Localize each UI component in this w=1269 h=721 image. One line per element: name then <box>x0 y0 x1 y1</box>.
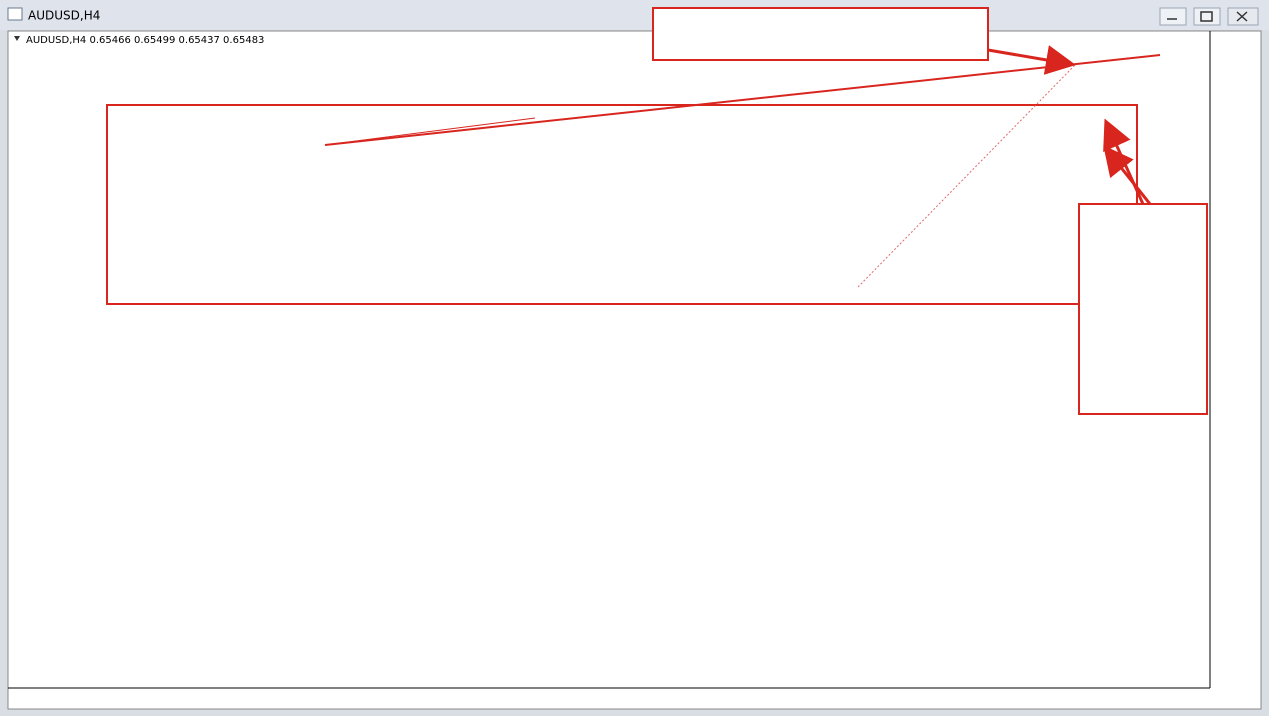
trend-line <box>324 117 536 146</box>
arrow <box>987 45 1076 75</box>
arrow <box>1103 145 1152 205</box>
chart-area <box>7 30 1262 710</box>
title-bar <box>0 0 1269 30</box>
window-buttons[interactable] <box>1159 7 1259 26</box>
window-icon <box>7 7 23 21</box>
trend-line <box>324 54 1161 146</box>
minimize-button[interactable] <box>1159 7 1187 26</box>
maximize-button[interactable] <box>1193 7 1221 26</box>
symbol-info: AUDUSD,H4 0.65466 0.65499 0.65437 0.6548… <box>26 35 264 46</box>
window-title: AUDUSD,H4 <box>28 9 100 23</box>
annotation-box <box>1078 203 1208 415</box>
annotation-box <box>652 7 989 61</box>
